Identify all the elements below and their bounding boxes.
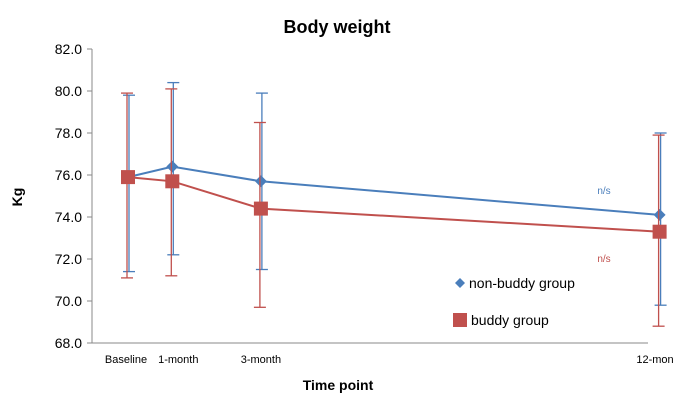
x-axis-label: Time point — [303, 377, 374, 393]
series-line — [127, 165, 660, 216]
series-non-buddy — [122, 81, 667, 306]
chart-title: Body weight — [284, 17, 391, 37]
x-tick-label: Baseline — [105, 354, 147, 366]
y-axis-label: Kg — [9, 188, 25, 207]
legend-label: buddy group — [471, 312, 549, 328]
data-point — [121, 170, 135, 185]
data-point — [254, 175, 267, 188]
legend: non-buddy group buddy group — [453, 275, 575, 328]
y-tick-label: 76.0 — [55, 167, 82, 183]
significance-annotation: n/s — [597, 186, 610, 197]
data-point — [652, 224, 667, 239]
x-tick-label: 3-month — [241, 354, 281, 366]
x-axis-ticks: Baseline 1-month 3-month 12-month — [105, 354, 673, 366]
annotations: n/s n/s — [597, 186, 610, 265]
legend-label: non-buddy group — [469, 275, 575, 291]
legend-marker-buddy — [453, 313, 467, 327]
legend-marker-non-buddy — [455, 278, 465, 288]
data-point — [165, 174, 180, 189]
y-axis-ticks: 68.0 70.0 72.0 74.0 76.0 78.0 80.0 82.0 — [55, 41, 92, 351]
y-tick-label: 72.0 — [55, 251, 82, 267]
y-tick-label: 74.0 — [55, 209, 82, 225]
y-tick-label: 80.0 — [55, 83, 82, 99]
series-line — [127, 176, 660, 233]
y-tick-label: 68.0 — [55, 335, 82, 351]
significance-annotation: n/s — [597, 254, 610, 265]
y-tick-label: 82.0 — [55, 41, 82, 57]
data-point — [253, 201, 268, 216]
series-layer — [121, 81, 667, 327]
y-tick-label: 78.0 — [55, 125, 82, 141]
y-tick-label: 70.0 — [55, 293, 82, 309]
x-tick-label: 1-month — [158, 354, 198, 366]
series-buddy — [121, 88, 667, 327]
data-point — [166, 160, 179, 173]
data-point — [653, 208, 666, 221]
x-tick-label: 12-month — [636, 354, 673, 366]
